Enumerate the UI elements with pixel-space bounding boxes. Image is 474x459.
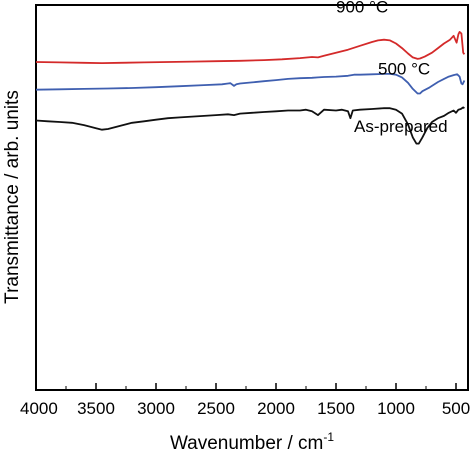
x-tick-label: 500 <box>442 399 470 418</box>
x-tick-label: 4000 <box>20 399 58 418</box>
series-annotations: 900 °C 500 °C As-prepared <box>336 0 448 136</box>
x-tick-label: 3500 <box>77 399 115 418</box>
series-label-as-prepared: As-prepared <box>354 117 448 136</box>
x-axis-ticks: 4000 3500 3000 2500 2000 1500 1000 500 <box>20 383 470 418</box>
series-line-2 <box>35 106 465 145</box>
x-axis-label-text: Wavenumber / cm <box>170 433 323 454</box>
series-label-500c: 500 °C <box>378 59 430 78</box>
series-line-0 <box>35 31 466 64</box>
plot-frame <box>35 4 469 391</box>
x-tick-label: 1500 <box>317 399 355 418</box>
x-tick-label: 2500 <box>197 399 235 418</box>
x-tick-label: 1000 <box>377 399 415 418</box>
series-line-1 <box>35 73 466 95</box>
x-axis-label: Wavenumber / cm-1 <box>170 430 334 454</box>
x-tick-label: 2000 <box>257 399 295 418</box>
x-tick-label: 3000 <box>137 399 175 418</box>
series-label-900c: 900 °C <box>336 0 388 17</box>
series-layer <box>35 31 466 145</box>
x-axis-label-superscript: -1 <box>323 430 334 444</box>
y-axis-label: Transmittance / arb. units <box>2 90 23 304</box>
